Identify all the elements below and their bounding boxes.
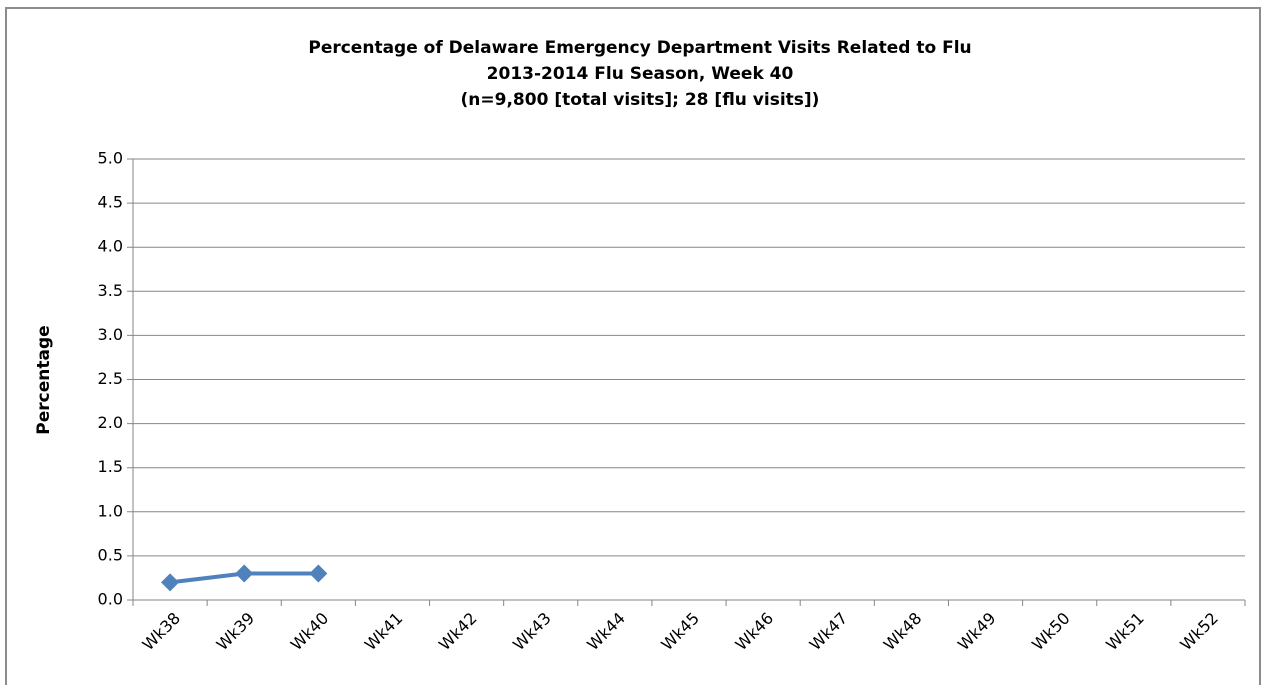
y-tick-label: 0.5 <box>98 545 123 564</box>
data-point <box>235 564 254 583</box>
y-tick-label: 5.0 <box>98 149 123 168</box>
y-tick-label: 2.0 <box>98 413 123 432</box>
y-tick-label: 0.0 <box>98 590 123 609</box>
y-axis-label: Percentage <box>34 325 54 434</box>
y-tick-label: 3.5 <box>98 281 123 300</box>
chart-subtitle: 2013-2014 Flu Season, Week 40 <box>487 64 794 84</box>
data-point <box>161 573 180 592</box>
chart-subtitle: (n=9,800 [total visits]; 28 [flu visits]… <box>461 90 820 110</box>
y-tick-label: 3.0 <box>98 325 123 344</box>
y-tick-label: 1.0 <box>98 501 123 520</box>
y-tick-label: 4.5 <box>98 193 123 212</box>
chart-title: Percentage of Delaware Emergency Departm… <box>308 38 971 58</box>
y-tick-label: 2.5 <box>98 369 123 388</box>
data-point <box>309 564 328 583</box>
y-tick-label: 1.5 <box>98 457 123 476</box>
chart-border <box>5 7 1261 689</box>
y-tick-label: 4.0 <box>98 237 123 256</box>
